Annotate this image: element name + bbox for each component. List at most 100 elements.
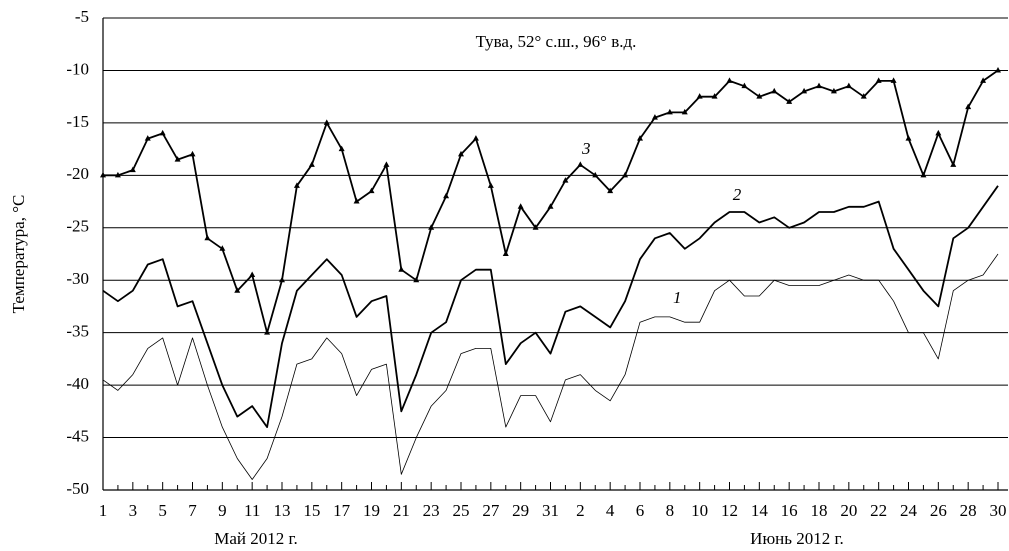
marker [114,171,121,178]
marker [532,224,539,230]
marker [264,329,271,335]
y-tick-label: -10 [66,59,89,78]
marker [100,171,106,178]
x-tick-label: 23 [423,501,440,520]
marker [308,161,315,167]
marker [174,156,181,162]
marker [845,82,852,89]
marker [786,98,793,104]
y-tick-label: -45 [66,426,89,445]
x-tick-label: 5 [158,501,167,520]
x-tick-label: 31 [542,501,559,520]
marker [323,119,330,125]
marker [980,77,987,83]
x-tick-label: 27 [482,501,500,520]
marker [383,161,390,167]
marker [144,135,151,141]
marker [875,77,882,83]
x-tick-label: 18 [811,501,828,520]
x-tick-label: 30 [990,501,1007,520]
marker [681,108,688,115]
x-tick-label: 2 [576,501,585,520]
marker [935,129,942,136]
marker [472,135,479,141]
marker [622,171,629,178]
marker [905,135,912,141]
marker [249,271,256,277]
marker [651,114,658,120]
marker [756,93,763,99]
month-label: Июнь 2012 г. [750,529,844,548]
series-line [102,185,999,428]
x-tick-label: 8 [666,501,675,520]
y-axis-label: Температура, °C [9,195,28,314]
y-tick-label: -30 [66,269,89,288]
marker [159,129,166,136]
x-tick-label: 29 [512,501,529,520]
marker [577,161,584,167]
x-tick-label: 26 [930,501,947,520]
marker [771,87,778,94]
marker [338,145,345,152]
month-label: Май 2012 г. [214,529,298,548]
series-line [102,253,999,480]
x-tick-label: 12 [721,501,738,520]
marker [607,187,614,194]
x-tick-label: 28 [960,501,977,520]
x-tick-label: 17 [333,501,351,520]
marker [726,77,733,83]
x-tick-label: 3 [129,501,138,520]
marker [696,93,703,99]
marker [502,250,509,256]
y-tick-label: -5 [75,7,89,26]
series-line [103,69,999,334]
x-tick-label: 6 [636,501,645,520]
marker [428,224,435,230]
marker [920,171,927,178]
y-tick-label: -50 [66,479,89,498]
marker [547,203,554,209]
marker [293,182,300,188]
marker [413,276,420,283]
marker [816,82,822,89]
marker [189,150,196,157]
marker [950,161,957,167]
y-tick-label: -25 [66,217,89,236]
series-label: 2 [733,185,742,204]
marker [562,177,569,183]
marker [517,203,524,209]
marker [995,66,1001,73]
x-tick-label: 4 [606,501,615,520]
marker [592,171,599,178]
annotation: Тува, 52° с.ш., 96° в.д. [476,32,637,51]
x-tick-label: 20 [840,501,857,520]
marker [860,93,867,99]
marker [219,245,226,251]
marker [487,182,494,188]
x-tick-label: 24 [900,501,918,520]
series-label: 3 [581,139,591,158]
x-tick-label: 25 [453,501,470,520]
x-tick-label: 16 [781,501,798,520]
marker [711,93,718,99]
marker [458,150,464,157]
y-tick-label: -40 [66,374,89,393]
y-tick-label: -35 [66,322,89,341]
x-tick-label: 7 [188,501,197,520]
marker [637,135,643,141]
marker [666,108,673,115]
x-tick-label: 15 [303,501,320,520]
marker [890,77,897,83]
x-tick-label: 9 [218,501,227,520]
series-label: 1 [673,288,682,307]
x-tick-label: 22 [870,501,887,520]
x-tick-label: 10 [691,501,708,520]
marker [204,234,211,241]
marker [801,87,808,94]
marker [741,82,748,89]
marker [279,276,285,283]
marker [353,198,360,204]
marker [443,192,450,199]
